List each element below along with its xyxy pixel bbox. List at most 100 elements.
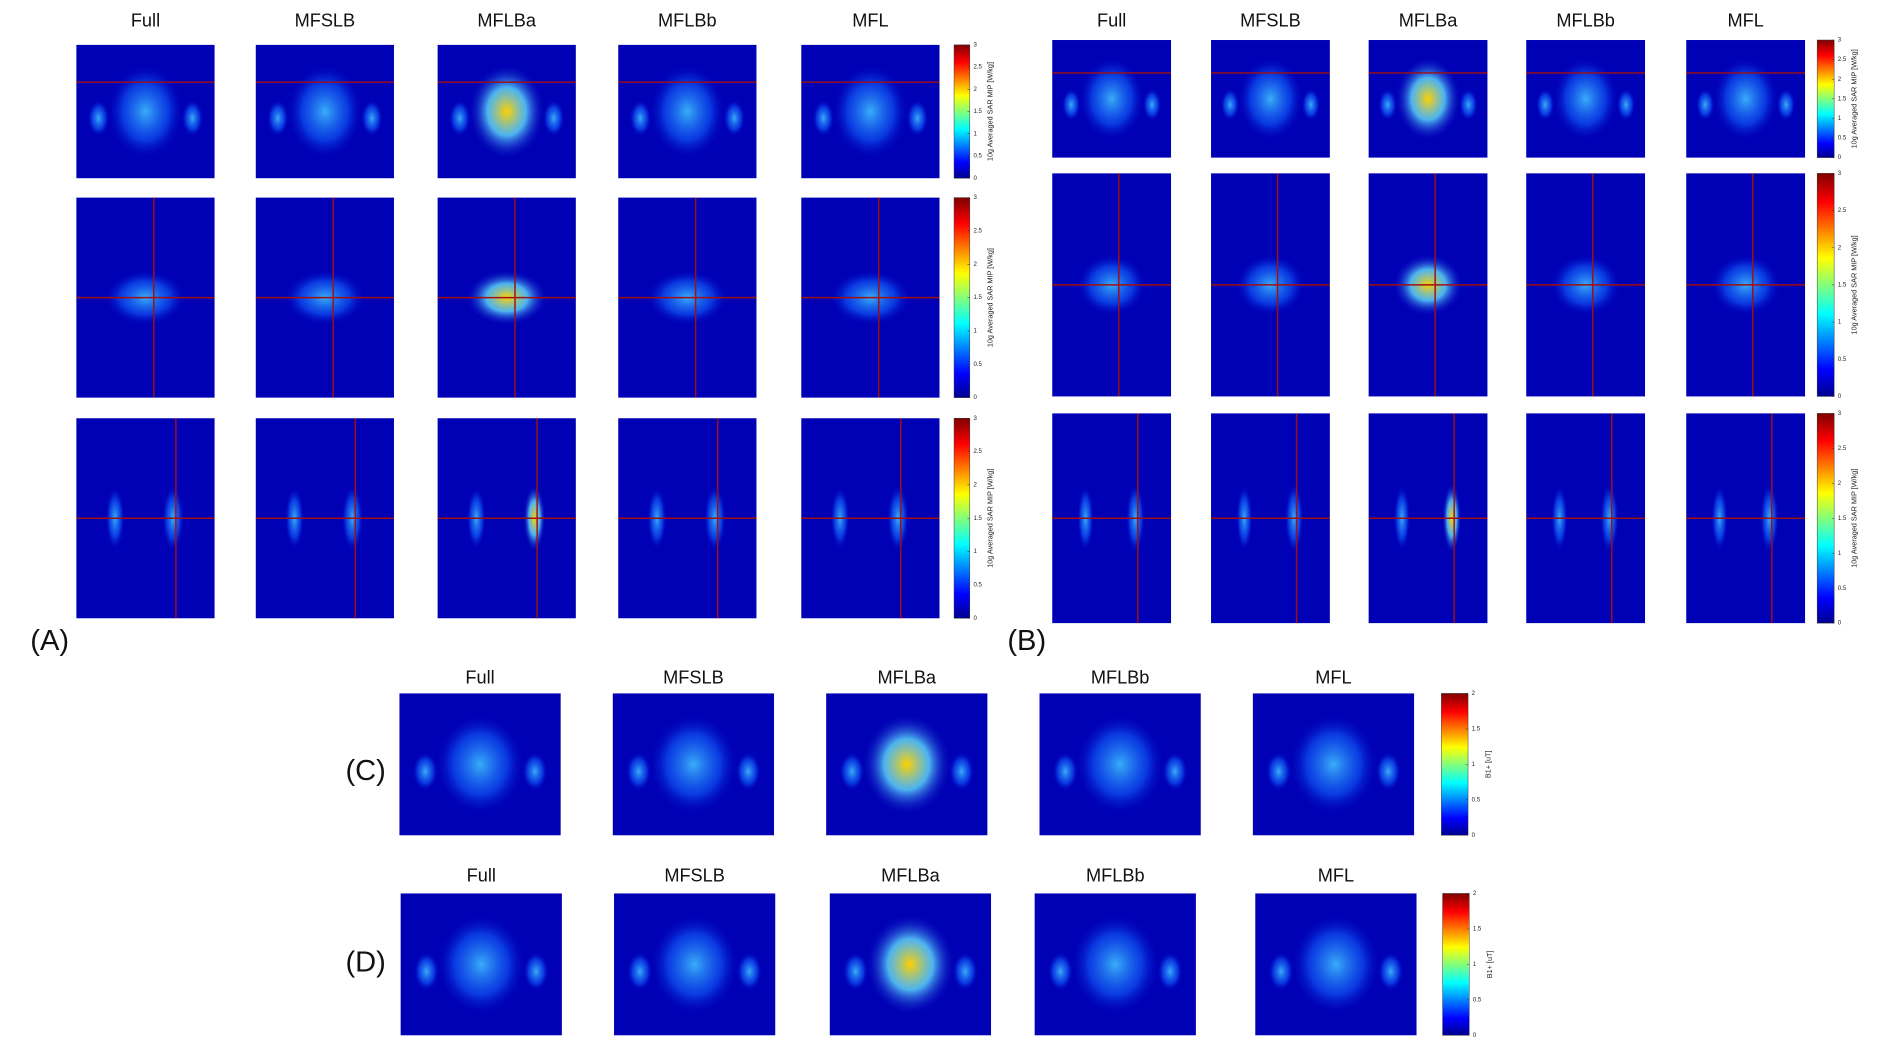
map-image [1211,173,1330,397]
column-title: MFL [1318,865,1354,885]
colorbar-tick-label: 2.5 [1838,446,1847,452]
colorbar-tick-label: 2 [1473,891,1477,897]
column-title: Full [1097,11,1126,31]
panel-label: (C) [345,755,385,787]
colorbar-tick-label: 3 [1838,171,1842,177]
colorbar-tick-label: 0 [1473,1033,1477,1039]
map-image [437,44,576,179]
colorbar-label: 10g Averaged SAR MIP [W/kg] [1850,235,1859,334]
colorbar [1816,413,1835,624]
tissue [413,951,440,992]
colorbar-tick-label: 0.5 [1472,797,1481,803]
colorbar-tick-label: 0 [1472,833,1476,839]
colorbar-tick-label: 0.5 [1838,586,1847,592]
tissue [1052,751,1079,792]
colorbar-tick-label: 2.5 [973,65,982,71]
tissue [448,99,471,137]
tissue [1375,751,1402,792]
tissue [736,951,763,992]
column-title: MFL [1727,11,1763,31]
tissue [1061,88,1081,122]
map-image [1052,173,1172,397]
column-title: MFLBa [881,865,940,885]
tissue [1237,56,1304,142]
column-title: MFLBb [658,11,717,31]
colorbar-tick-label: 0 [973,395,977,401]
colorbar-label: B1+ [uT] [1484,751,1493,779]
map-image [400,893,562,1036]
colorbar-label: 10g Averaged SAR MIP [W/kg] [1850,49,1859,148]
tissue [1290,913,1382,1016]
tissue [842,951,869,992]
colorbar-tick-label: 1 [1838,320,1842,326]
panel-label: (D) [345,946,385,978]
tissue [952,951,979,992]
map-image [1368,40,1488,158]
map-image [1039,693,1201,836]
column-title: MFLBb [1086,865,1145,885]
colorbar-tick-label: 0 [1838,394,1842,400]
column-title: MFL [852,11,888,31]
map-image [76,418,215,619]
colorbar-tick-label: 1 [973,131,977,137]
map-image [76,197,215,398]
map-image [1526,413,1646,624]
tissue [649,913,740,1016]
map-image [255,418,394,619]
tissue [723,99,746,137]
colorbar [1441,693,1469,836]
map-image [618,44,757,179]
map-image [801,418,940,619]
tissue [1220,88,1240,122]
colorbar-tick-label: 2.5 [973,449,982,455]
column-title: MFLBa [1399,11,1458,31]
column-title: Full [465,668,494,688]
map-image [614,893,776,1036]
tissue [286,63,364,160]
column-title: MFLBb [1556,11,1615,31]
map-image [1255,893,1417,1036]
map-image [1368,413,1488,624]
tissue [266,99,289,137]
map-image [1034,893,1196,1036]
tissue [181,99,204,137]
tissue [412,751,439,792]
colorbar-tick-label: 1.5 [973,109,982,115]
tissue [1377,951,1404,992]
colorbar-tick-label: 1.5 [1838,516,1847,522]
colorbar-tick-label: 3 [1838,411,1842,417]
tissue [1776,88,1796,122]
column-title: MFLBa [477,11,536,31]
colorbar-tick-label: 2 [973,262,977,268]
colorbar-tick-label: 1 [973,549,977,555]
tissue [1288,713,1379,816]
map-image [1052,413,1172,624]
tissue [1074,713,1166,816]
column-title: Full [467,865,496,885]
tissue [1078,56,1145,142]
map-image [437,197,576,398]
tissue [625,751,652,792]
tissue [1378,88,1398,122]
tissue [1157,951,1183,992]
colorbar-tick-label: 1.5 [1838,282,1847,288]
map-image [255,197,394,398]
map-image [1526,173,1646,397]
colorbar-tick-label: 1.5 [1838,96,1847,102]
colorbar-tick-label: 2.5 [1838,57,1847,63]
tissue [542,99,565,137]
colorbar-tick-label: 1.5 [973,516,982,522]
colorbar-tick-label: 2.5 [973,229,982,235]
column-title: MFLBb [1091,668,1150,688]
map-image [437,418,576,619]
colorbar-tick-label: 3 [973,416,977,422]
tissue [1301,88,1321,122]
colorbar-tick-label: 2 [1838,77,1842,83]
colorbar-tick-label: 1 [1473,962,1477,968]
tissue [1142,88,1162,122]
tissue [436,913,527,1016]
colorbar-tick-label: 2 [973,483,977,489]
tissue [812,99,835,137]
colorbar [1816,173,1835,397]
column-title: Full [131,11,160,31]
